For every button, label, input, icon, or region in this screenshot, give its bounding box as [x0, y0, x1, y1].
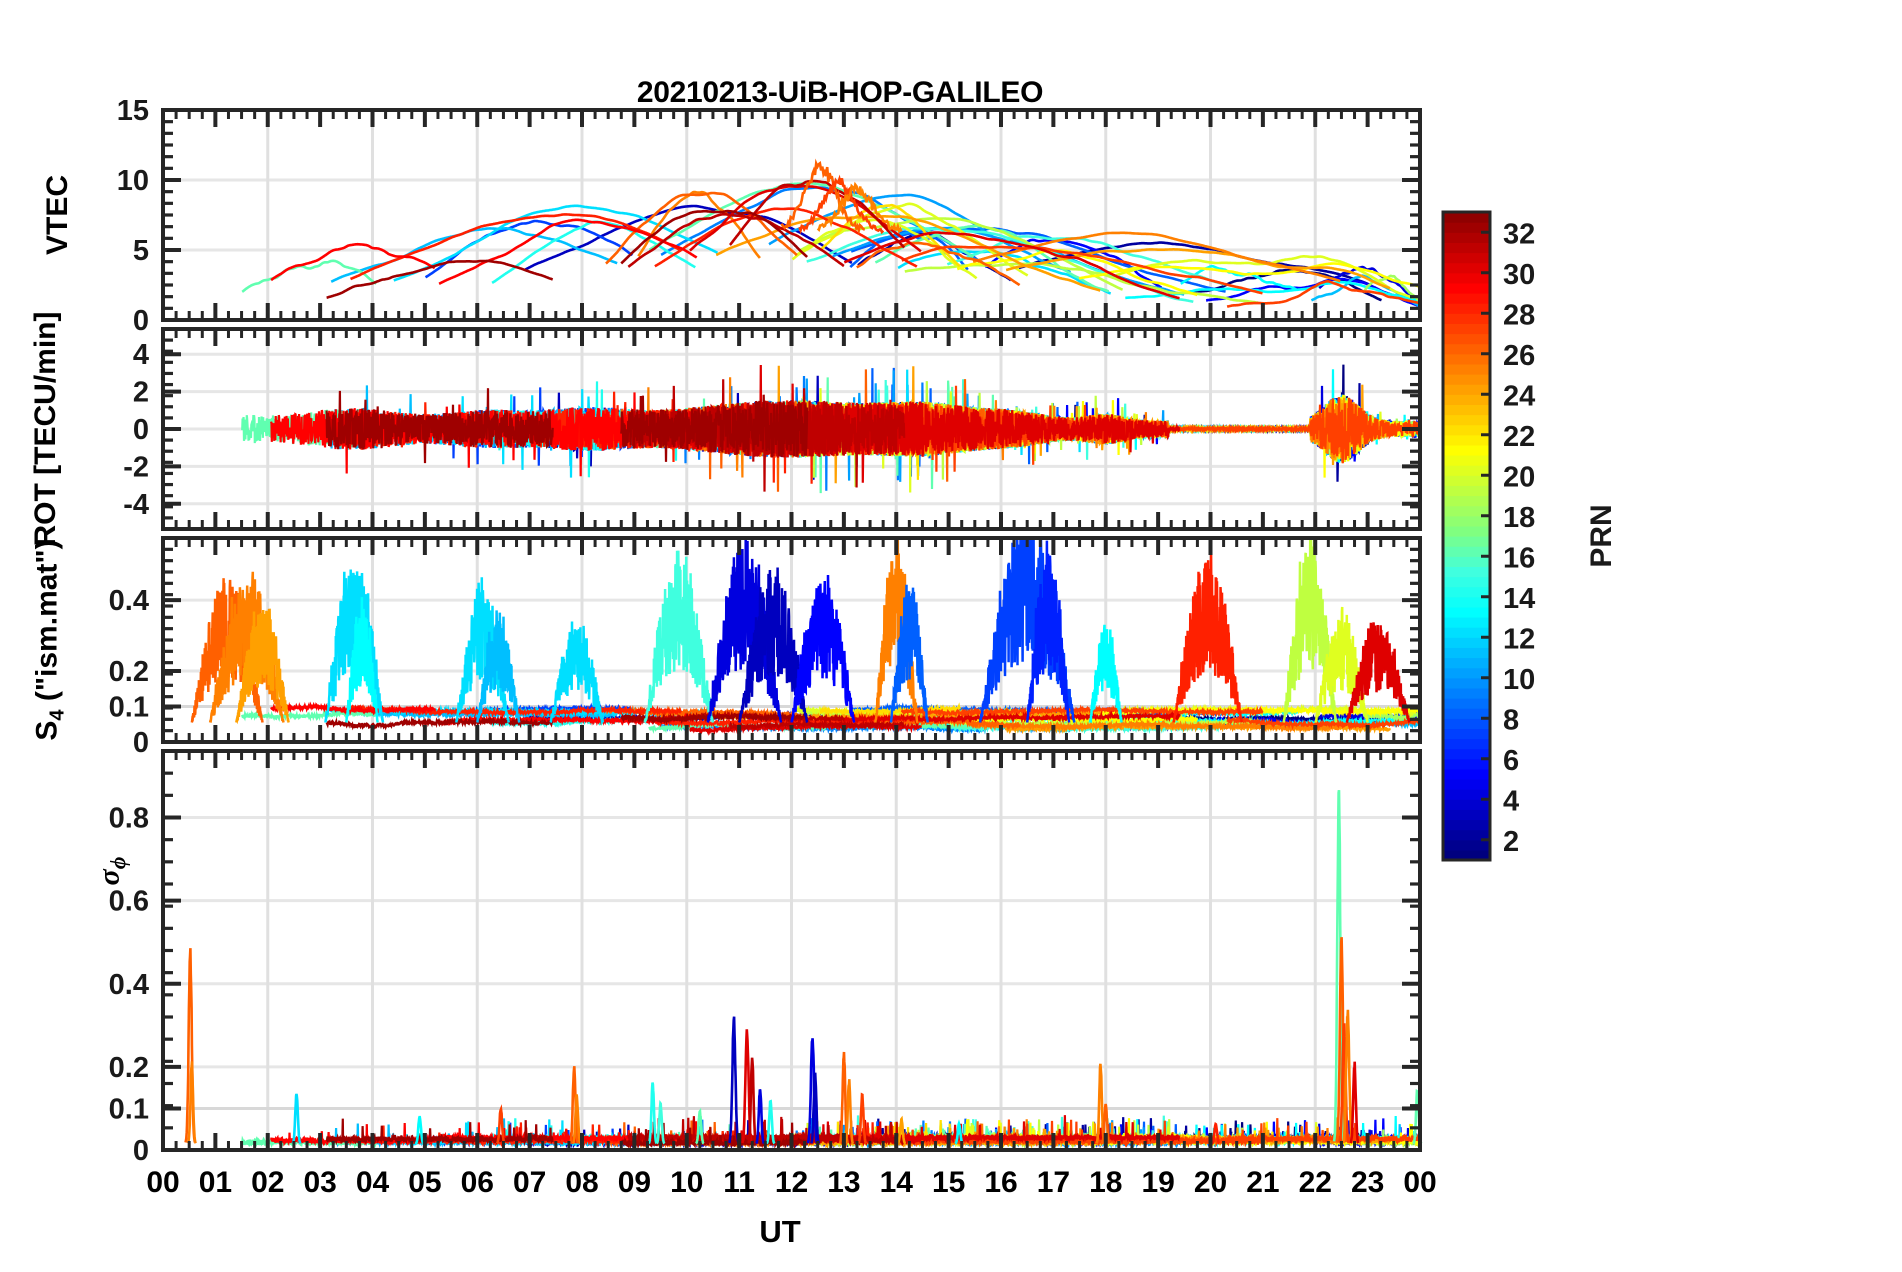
xtick-label: 05 — [408, 1166, 441, 1199]
colorbar-tick-label: 2 — [1503, 826, 1519, 858]
ytick-label-vtec: 0 — [133, 305, 149, 337]
colorbar-tick-label: 14 — [1503, 583, 1535, 615]
xtick-label: 16 — [984, 1166, 1017, 1199]
xtick-label: 17 — [1037, 1166, 1070, 1199]
colorbar-tick-label: 22 — [1503, 421, 1535, 453]
colorbar-tick-label: 32 — [1503, 218, 1535, 250]
axis-title-ut: UT — [759, 1214, 801, 1249]
ytick-label-s4: 0.4 — [109, 585, 149, 617]
xtick-label: 04 — [356, 1166, 390, 1199]
xtick-label: 00 — [146, 1166, 179, 1199]
ytick-label-sigma_phi: 0.2 — [109, 1052, 149, 1084]
ytick-label-sigma_phi: 0.6 — [109, 886, 149, 918]
xtick-label: 21 — [1246, 1166, 1279, 1199]
xtick-label: 06 — [461, 1166, 494, 1199]
xtick-label: 03 — [303, 1166, 336, 1199]
xtick-label: 19 — [1141, 1166, 1174, 1199]
xtick-label: 07 — [513, 1166, 546, 1199]
xtick-label: 11 — [723, 1166, 755, 1199]
colorbar-tick-label: 20 — [1503, 461, 1535, 493]
colorbar-tick-label: 26 — [1503, 340, 1535, 372]
colorbar-tick-label: 12 — [1503, 623, 1535, 655]
colorbar-tick-label: 30 — [1503, 259, 1535, 291]
xtick-label: 13 — [827, 1166, 860, 1199]
xtick-label: 08 — [565, 1166, 598, 1199]
ytick-label-s4: 0 — [133, 727, 149, 759]
colorbar-tick-label: 6 — [1503, 745, 1519, 777]
xtick-label: 23 — [1351, 1166, 1384, 1199]
colorbar-tick-label: 24 — [1503, 380, 1535, 412]
ytick-label-sigma_phi: 0.4 — [109, 969, 149, 1001]
ytick-label-rot: -4 — [123, 489, 149, 521]
xtick-label: 22 — [1299, 1166, 1332, 1199]
colorbar-tick-label: 18 — [1503, 502, 1535, 534]
ytick-label-sigma_phi: 0.1 — [109, 1093, 149, 1125]
page-title: 20210213-UiB-HOP-GALILEO — [636, 76, 1044, 109]
ytick-label-s4: 0.2 — [109, 656, 149, 688]
xtick-label: 01 — [199, 1166, 232, 1199]
ytick-label-vtec: 15 — [117, 95, 149, 127]
xtick-label: 12 — [775, 1166, 808, 1199]
colorbar-tick-label: 16 — [1503, 542, 1535, 574]
xtick-label: 09 — [618, 1166, 651, 1199]
xtick-label: 18 — [1089, 1166, 1122, 1199]
xtick-label: 15 — [932, 1166, 965, 1199]
ytick-label-rot: 2 — [133, 377, 149, 409]
ytick-label-rot: -2 — [123, 451, 149, 483]
ytick-label-sigma_phi: 0.8 — [109, 803, 149, 835]
colorbar-tick-label: 10 — [1503, 664, 1535, 696]
ytick-label-vtec: 5 — [133, 235, 149, 267]
ytick-label-rot: 0 — [133, 414, 149, 446]
xtick-label: 14 — [880, 1166, 914, 1199]
ytick-label-rot: 4 — [133, 339, 149, 371]
colorbar-tick-label: 28 — [1503, 299, 1535, 331]
xtick-label: 02 — [251, 1166, 284, 1199]
xtick-label: 10 — [670, 1166, 703, 1199]
ytick-label-vtec: 10 — [117, 165, 149, 197]
xtick-label: 20 — [1194, 1166, 1227, 1199]
ytick-label-s4: 0.1 — [109, 692, 149, 724]
ytick-label-sigma_phi: 0 — [133, 1135, 149, 1167]
xtick-label: 00 — [1403, 1166, 1436, 1199]
colorbar-tick-label: 8 — [1503, 704, 1519, 736]
colorbar-tick-label: 4 — [1503, 785, 1519, 817]
